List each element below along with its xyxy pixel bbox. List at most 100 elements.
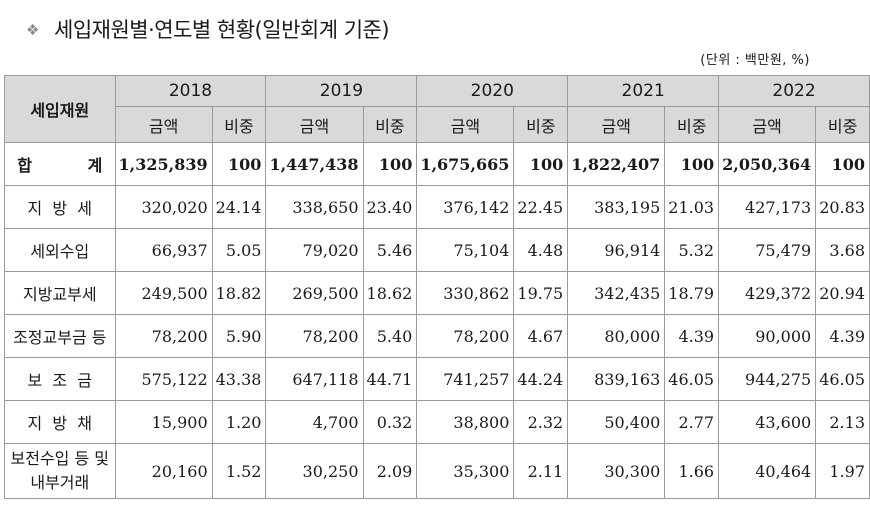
row-category: 세외수입 [4, 228, 116, 272]
ratio-cell: 23.40 [362, 185, 418, 229]
amount-cell: 4,700 [265, 400, 364, 444]
amount-cell: 66,937 [114, 228, 213, 272]
ratio-cell: 18.79 [664, 271, 720, 315]
ratio-cell: 5.46 [362, 228, 418, 272]
page-title: ❖ 세입재원별·연도별 현황(일반회계 기준) [26, 14, 390, 44]
amount-cell: 383,195 [567, 185, 666, 229]
amount-cell: 43,600 [718, 400, 817, 444]
title-text: 세입재원별·연도별 현황(일반회계 기준) [54, 18, 390, 42]
row-category: 보 조 금 [4, 357, 116, 401]
ratio-cell: 2.13 [815, 400, 870, 444]
ratio-cell: 2.11 [513, 443, 569, 499]
amount-cell: 839,163 [567, 357, 666, 401]
ratio-cell: 5.40 [362, 314, 418, 358]
amount-cell: 78,200 [114, 314, 213, 358]
ratio-cell: 0.32 [362, 400, 418, 444]
amount-cell: 1,447,438 [265, 142, 364, 186]
amount-cell: 376,142 [416, 185, 515, 229]
amount-cell: 35,300 [416, 443, 515, 499]
amount-cell: 38,800 [416, 400, 515, 444]
ratio-cell: 100 [211, 142, 267, 186]
ratio-cell: 1.20 [211, 400, 267, 444]
ratio-cell: 24.14 [211, 185, 267, 229]
table-row: 조정교부금 등 78,200 5.90 78,200 5.40 78,200 4.67 80,… [4, 314, 870, 358]
amount-header: 금액 [416, 106, 515, 143]
ratio-cell: 46.05 [664, 357, 720, 401]
table-row: 지 방 세 320,020 24.14 338,650 23.40 376,142 22.4… [4, 185, 870, 229]
revenue-table: 세입재원 2018 2019 2020 2021 2022 금액 비중 금액 비중 금액 비중 금액… [4, 75, 870, 499]
amount-cell: 338,650 [265, 185, 364, 229]
ratio-cell: 4.39 [815, 314, 870, 358]
amount-cell: 342,435 [567, 271, 666, 315]
amount-header: 금액 [718, 106, 817, 143]
ratio-cell: 100 [664, 142, 720, 186]
ratio-cell: 18.82 [211, 271, 267, 315]
amount-header: 금액 [567, 106, 666, 143]
table-row: 지방교부세 249,500 18.82 269,500 18.62 330,862 19.7… [4, 271, 870, 315]
ratio-cell: 20.83 [815, 185, 870, 229]
ratio-cell: 18.62 [362, 271, 418, 315]
amount-cell: 575,122 [114, 357, 213, 401]
amount-cell: 944,275 [718, 357, 817, 401]
ratio-cell: 100 [513, 142, 569, 186]
ratio-cell: 5.05 [211, 228, 267, 272]
amount-cell: 90,000 [718, 314, 817, 358]
ratio-cell: 2.32 [513, 400, 569, 444]
row-category: 지 방 세 [4, 185, 116, 229]
ratio-header: 비중 [211, 106, 267, 143]
table-row: 세외수입 66,937 5.05 79,020 5.46 75,104 4.48 96,914… [4, 228, 870, 272]
amount-cell: 79,020 [265, 228, 364, 272]
amount-cell: 20,160 [114, 443, 213, 499]
table-row: 보 조 금 575,122 43.38 647,118 44.71 741,257 44.2… [4, 357, 870, 401]
ratio-cell: 19.75 [513, 271, 569, 315]
amount-cell: 1,675,665 [416, 142, 515, 186]
amount-cell: 330,862 [416, 271, 515, 315]
ratio-header: 비중 [664, 106, 720, 143]
year-header: 2021 [567, 75, 720, 107]
ratio-cell: 3.68 [815, 228, 870, 272]
amount-cell: 30,250 [265, 443, 364, 499]
ratio-cell: 1.52 [211, 443, 267, 499]
amount-cell: 80,000 [567, 314, 666, 358]
table-row: 보전수입 등 및 내부거래 20,160 1.52 30,250 2.09 35,300 2… [4, 443, 870, 499]
row-category: 합 계 [4, 142, 116, 186]
ratio-cell: 2.77 [664, 400, 720, 444]
ratio-cell: 43.38 [211, 357, 267, 401]
amount-header: 금액 [265, 106, 364, 143]
ratio-cell: 20.94 [815, 271, 870, 315]
diamond-cluster-icon: ❖ [26, 21, 39, 39]
amount-cell: 741,257 [416, 357, 515, 401]
amount-cell: 249,500 [114, 271, 213, 315]
table-row: 합 계 1,325,839 100 1,447,438 100 1,675,665 100 1… [4, 142, 870, 186]
amount-header: 금액 [114, 106, 213, 143]
ratio-cell: 4.39 [664, 314, 720, 358]
amount-cell: 78,200 [265, 314, 364, 358]
ratio-header: 비중 [815, 106, 870, 143]
ratio-cell: 1.66 [664, 443, 720, 499]
unit-note: (단위 : 백만원, %) [700, 53, 810, 68]
amount-cell: 429,372 [718, 271, 817, 315]
amount-cell: 2,050,364 [718, 142, 817, 186]
year-header: 2022 [718, 75, 870, 107]
amount-cell: 75,479 [718, 228, 817, 272]
ratio-cell: 5.32 [664, 228, 720, 272]
amount-cell: 75,104 [416, 228, 515, 272]
amount-cell: 1,325,839 [114, 142, 213, 186]
amount-cell: 78,200 [416, 314, 515, 358]
ratio-cell: 21.03 [664, 185, 720, 229]
row-category: 지방교부세 [4, 271, 116, 315]
row-category: 지 방 채 [4, 400, 116, 444]
amount-cell: 40,464 [718, 443, 817, 499]
amount-cell: 269,500 [265, 271, 364, 315]
amount-cell: 1,822,407 [567, 142, 666, 186]
ratio-cell: 44.24 [513, 357, 569, 401]
ratio-header: 비중 [362, 106, 418, 143]
ratio-cell: 46.05 [815, 357, 870, 401]
ratio-cell: 4.67 [513, 314, 569, 358]
ratio-cell: 100 [815, 142, 870, 186]
ratio-cell: 22.45 [513, 185, 569, 229]
ratio-cell: 2.09 [362, 443, 418, 499]
ratio-cell: 4.48 [513, 228, 569, 272]
amount-cell: 427,173 [718, 185, 817, 229]
amount-cell: 96,914 [567, 228, 666, 272]
